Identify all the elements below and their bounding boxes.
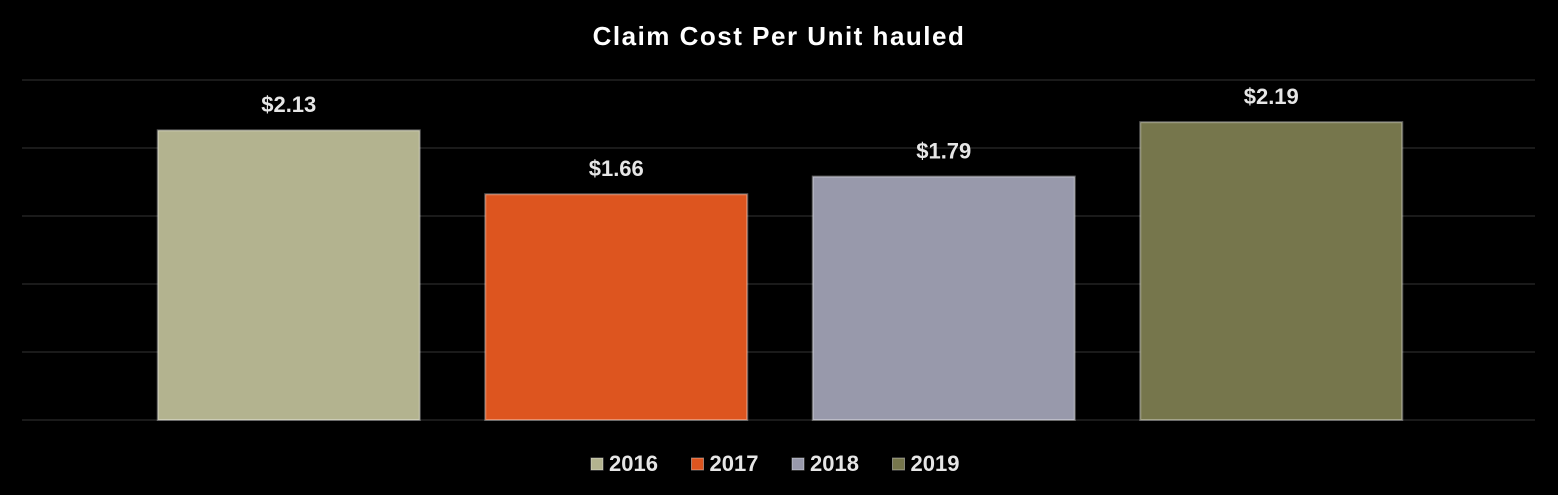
chart-title: Claim Cost Per Unit hauled xyxy=(593,21,966,51)
bar xyxy=(1139,121,1404,421)
legend-label: 2018 xyxy=(810,451,859,476)
bar xyxy=(811,175,1076,421)
bar xyxy=(156,129,421,421)
legend-swatch xyxy=(892,457,905,471)
legend-label: 2017 xyxy=(710,451,759,476)
legend-swatch xyxy=(691,457,704,471)
legend-label: 2016 xyxy=(609,451,658,476)
legend-swatch xyxy=(590,457,604,471)
value-label: $2.13 xyxy=(261,92,316,117)
bar xyxy=(484,193,749,421)
legend-label: 2019 xyxy=(911,451,960,476)
legend-swatch xyxy=(791,457,805,471)
value-label: $1.79 xyxy=(916,138,971,163)
value-label: $1.66 xyxy=(589,156,644,181)
value-label: $2.19 xyxy=(1244,84,1299,109)
